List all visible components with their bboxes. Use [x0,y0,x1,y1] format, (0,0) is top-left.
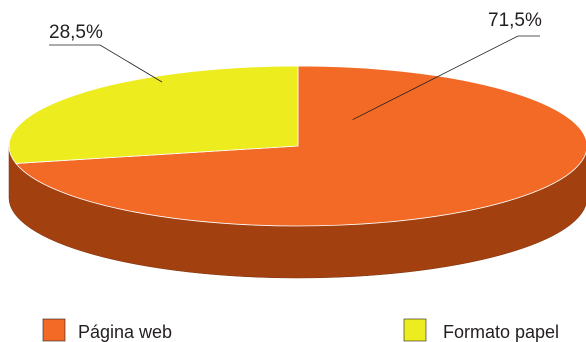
slice-formato-papel [8,65,299,164]
legend: Página web Formato papel [42,318,559,342]
legend-label-formato-papel: Formato papel [443,322,559,342]
legend-swatch-pagina-web [42,318,66,342]
leader-line-pagina-web [352,35,540,121]
legend-label-pagina-web: Página web [78,322,172,342]
data-label-formato-papel: 28,5% [49,22,103,43]
data-label-pagina-web: 71,5% [488,10,542,31]
leader-line-formato-papel [49,44,163,83]
legend-swatch-formato-papel [403,318,427,342]
slice-pagina-web [15,65,586,227]
